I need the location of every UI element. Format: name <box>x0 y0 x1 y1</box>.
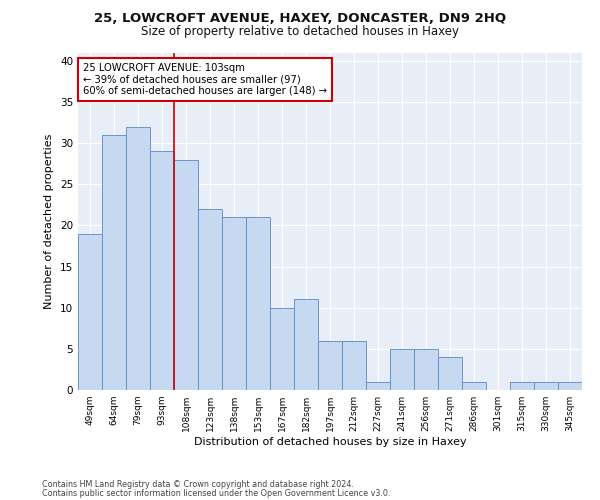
Bar <box>390 349 414 390</box>
Text: 25 LOWCROFT AVENUE: 103sqm
← 39% of detached houses are smaller (97)
60% of semi: 25 LOWCROFT AVENUE: 103sqm ← 39% of deta… <box>83 62 327 96</box>
Bar <box>558 382 582 390</box>
Bar <box>198 209 222 390</box>
X-axis label: Distribution of detached houses by size in Haxey: Distribution of detached houses by size … <box>194 437 466 447</box>
Text: 25, LOWCROFT AVENUE, HAXEY, DONCASTER, DN9 2HQ: 25, LOWCROFT AVENUE, HAXEY, DONCASTER, D… <box>94 12 506 26</box>
Bar <box>462 382 486 390</box>
Bar <box>534 382 558 390</box>
Bar <box>78 234 102 390</box>
Text: Size of property relative to detached houses in Haxey: Size of property relative to detached ho… <box>141 25 459 38</box>
Bar <box>510 382 534 390</box>
Bar <box>438 357 462 390</box>
Bar <box>294 300 318 390</box>
Bar <box>102 135 126 390</box>
Bar <box>342 340 366 390</box>
Bar <box>414 349 438 390</box>
Text: Contains HM Land Registry data © Crown copyright and database right 2024.: Contains HM Land Registry data © Crown c… <box>42 480 354 489</box>
Bar <box>150 152 174 390</box>
Text: Contains public sector information licensed under the Open Government Licence v3: Contains public sector information licen… <box>42 488 391 498</box>
Bar <box>126 126 150 390</box>
Bar <box>222 217 246 390</box>
Bar <box>318 340 342 390</box>
Bar <box>246 217 270 390</box>
Bar <box>270 308 294 390</box>
Y-axis label: Number of detached properties: Number of detached properties <box>44 134 55 309</box>
Bar <box>366 382 390 390</box>
Bar <box>174 160 198 390</box>
